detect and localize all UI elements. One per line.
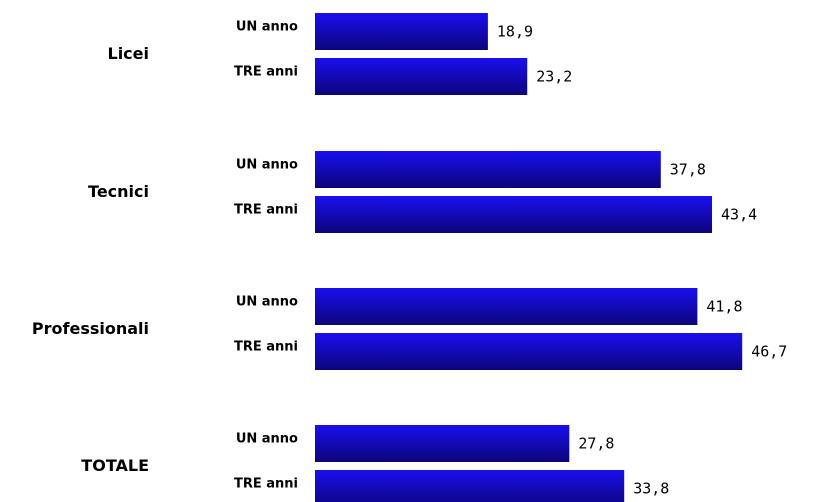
category-label: Tecnici [88, 182, 149, 201]
bar [315, 333, 743, 370]
series-label: UN anno [236, 295, 298, 310]
series-label: UN anno [236, 158, 298, 173]
value-label: 43,4 [721, 206, 757, 224]
bar [315, 13, 488, 50]
series-label: UN anno [236, 20, 298, 35]
series-label: TRE anni [234, 203, 298, 218]
bar [315, 58, 528, 95]
category-label: Professionali [32, 319, 149, 338]
series-label: TRE anni [234, 477, 298, 492]
series-label: TRE anni [234, 65, 298, 80]
value-label: 18,9 [497, 23, 533, 41]
value-label: 27,8 [578, 435, 614, 453]
value-label: 33,8 [633, 480, 669, 498]
bar [315, 196, 713, 233]
value-label: 23,2 [536, 68, 572, 86]
category-label: Licei [108, 44, 150, 63]
bar [315, 425, 570, 462]
category-label: TOTALE [81, 456, 149, 475]
series-label: UN anno [236, 432, 298, 447]
value-label: 37,8 [670, 161, 706, 179]
value-label: 46,7 [751, 343, 787, 361]
series-label: TRE anni [234, 340, 298, 355]
bar [315, 151, 661, 188]
bar [315, 288, 698, 325]
value-label: 41,8 [706, 298, 742, 316]
bar [315, 470, 625, 502]
